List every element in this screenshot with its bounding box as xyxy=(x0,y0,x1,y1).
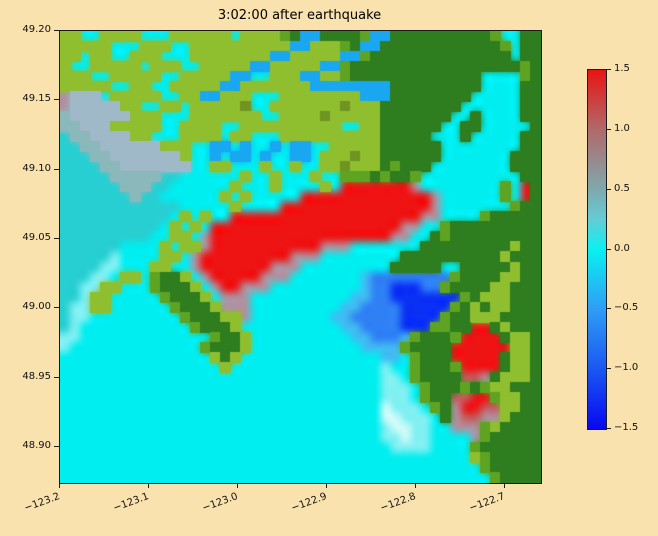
y-tick-label: 49.05 xyxy=(22,231,51,243)
x-tick-label: −123.0 xyxy=(201,491,240,515)
colorbar-tick-mark xyxy=(607,128,611,130)
colorbar-tick-label: 1.0 xyxy=(614,122,630,134)
y-tick-label: 49.20 xyxy=(22,24,51,35)
x-tick-mark xyxy=(415,483,417,488)
x-tick-label: −122.8 xyxy=(379,491,418,515)
y-tick-label: 49.10 xyxy=(22,162,51,174)
y-tick-label: 48.90 xyxy=(22,439,51,451)
colorbar-tick-label: 0.0 xyxy=(614,242,630,254)
y-tick-label: 49.15 xyxy=(22,93,51,105)
colorbar-tick-mark xyxy=(607,188,611,190)
map-canvas xyxy=(60,31,541,483)
x-tick-mark xyxy=(237,483,239,488)
y-tick-label: 49.00 xyxy=(22,301,51,313)
y-tick-mark xyxy=(54,237,59,239)
x-tick-label: −123.2 xyxy=(22,491,62,515)
y-tick-mark xyxy=(54,307,59,309)
colorbar xyxy=(587,69,607,430)
colorbar-tick-label: −1.5 xyxy=(614,422,639,433)
y-tick-mark xyxy=(54,168,59,170)
colorbar-tick-label: −0.5 xyxy=(614,302,639,314)
colorbar-tick-mark xyxy=(607,368,611,370)
y-tick-mark xyxy=(54,30,59,31)
plot-title: 3:02:00 after earthquake xyxy=(217,8,382,23)
plot-area xyxy=(59,30,542,484)
y-tick-mark xyxy=(54,445,59,447)
y-tick-mark xyxy=(54,376,59,378)
colorbar-tick-mark xyxy=(607,69,611,70)
x-tick-label: −122.7 xyxy=(468,491,507,515)
colorbar-tick-mark xyxy=(607,428,611,429)
x-tick-label: −123.1 xyxy=(111,491,151,515)
x-tick-mark xyxy=(148,483,150,488)
colorbar-tick-label: 0.5 xyxy=(614,182,630,194)
colorbar-tick-label: −1.0 xyxy=(614,362,639,374)
y-tick-mark xyxy=(54,99,59,101)
colorbar-tick-mark xyxy=(607,248,611,250)
colorbar-tick-mark xyxy=(607,308,611,310)
y-tick-label: 48.95 xyxy=(22,370,51,382)
colorbar-tick-label: 1.5 xyxy=(614,63,630,74)
x-tick-label: −122.9 xyxy=(290,491,329,515)
x-tick-mark xyxy=(326,483,328,488)
x-tick-mark xyxy=(504,483,506,488)
x-tick-mark xyxy=(59,483,60,488)
